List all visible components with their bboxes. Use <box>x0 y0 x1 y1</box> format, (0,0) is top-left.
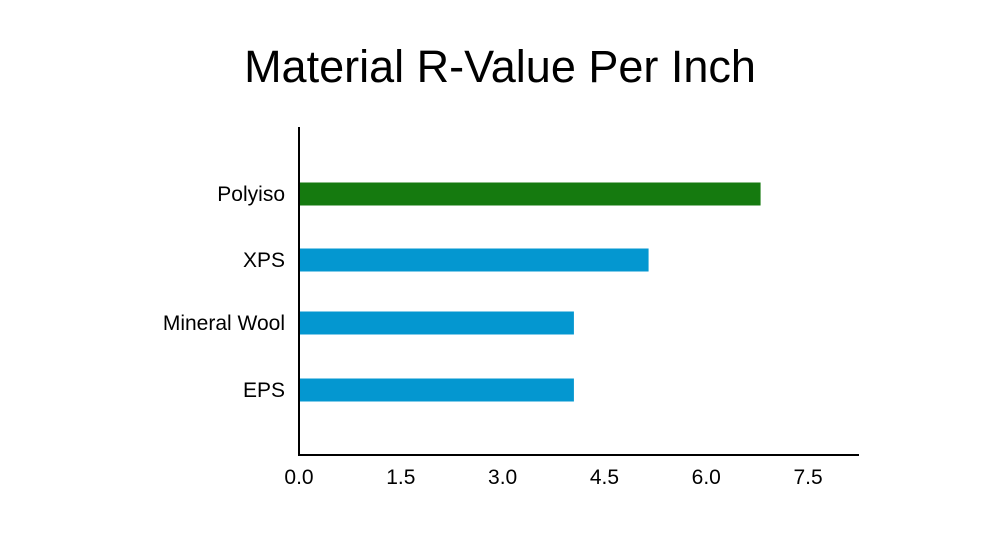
category-labels: Polyiso XPS Mineral Wool EPS <box>163 183 285 402</box>
bar-mineral-wool <box>299 311 574 335</box>
chart-title: Material R-Value Per Inch <box>244 41 756 92</box>
x-tick-label: 4.5 <box>590 466 619 489</box>
x-tick-label: 1.5 <box>386 466 415 489</box>
x-tick-label: 7.5 <box>793 466 822 489</box>
category-label: Mineral Wool <box>163 312 285 335</box>
x-tick-label: 6.0 <box>692 466 721 489</box>
category-label: XPS <box>243 249 285 272</box>
x-tick-label: 0.0 <box>284 466 313 489</box>
bar-polyiso <box>299 182 761 206</box>
bar-eps <box>299 378 574 402</box>
x-tick-labels: 0.0 1.5 3.0 4.5 6.0 7.5 <box>284 466 822 489</box>
bars-layer <box>299 182 761 402</box>
x-tick-label: 3.0 <box>488 466 517 489</box>
category-label: Polyiso <box>217 183 285 206</box>
category-label: EPS <box>243 379 285 402</box>
bar-xps <box>299 248 649 272</box>
